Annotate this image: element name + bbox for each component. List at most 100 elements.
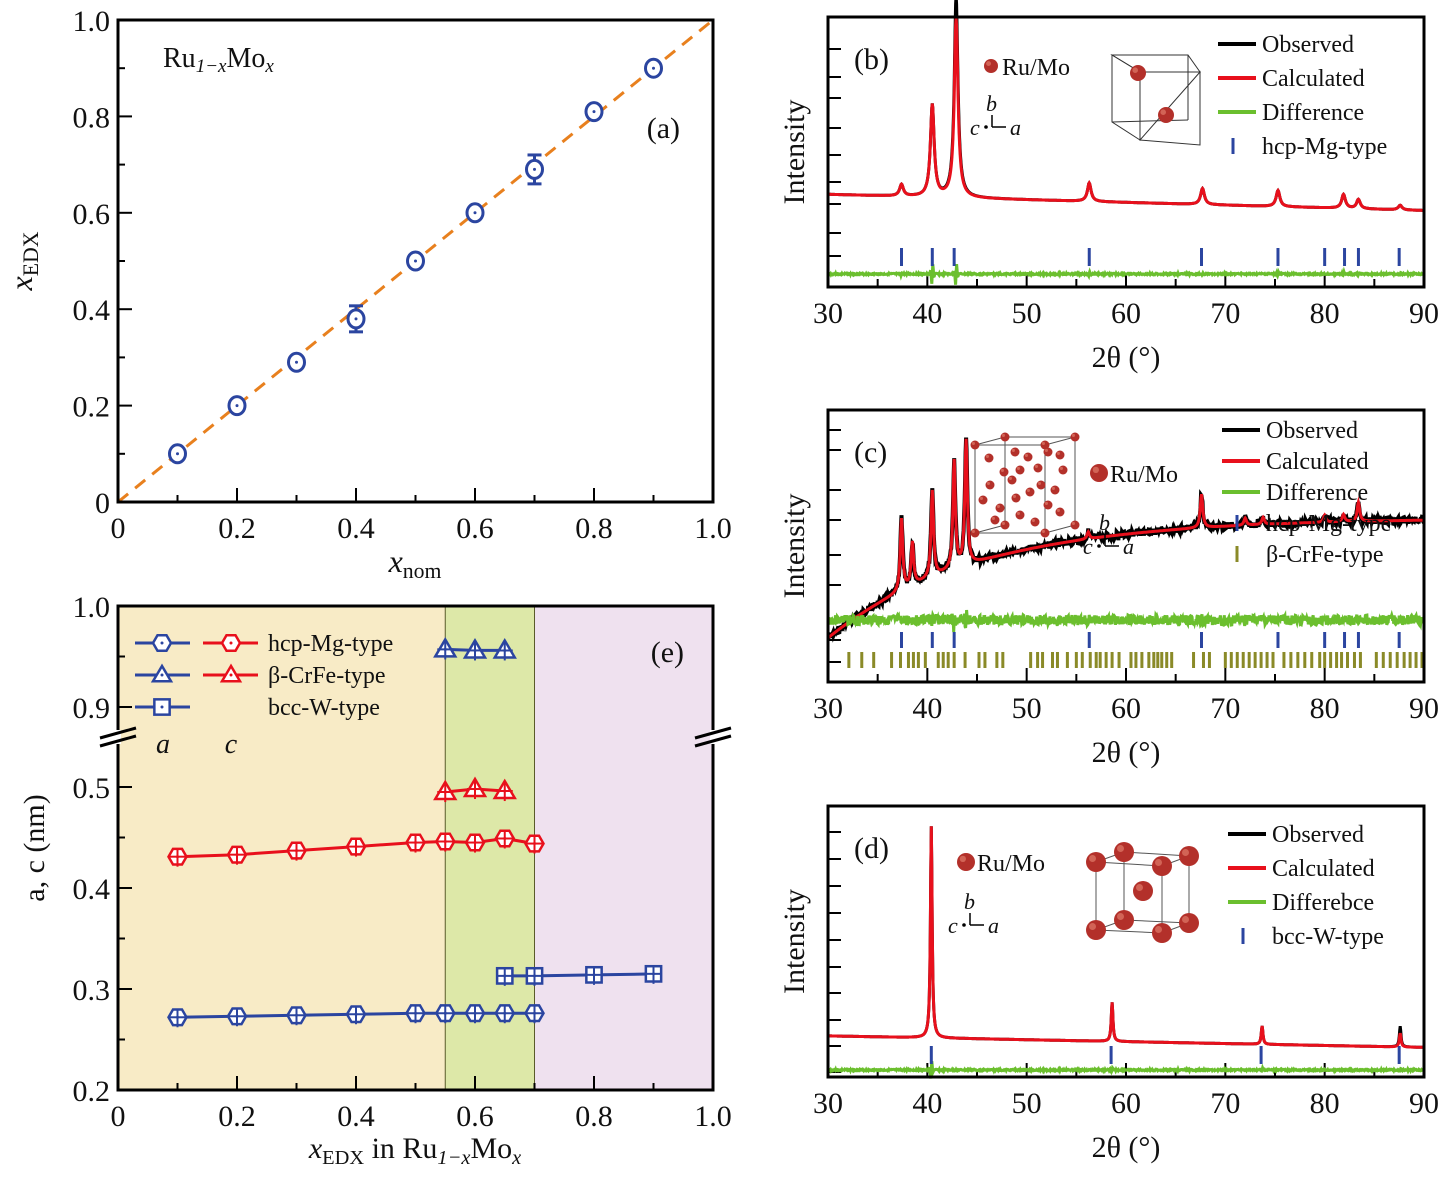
atom-icon bbox=[1023, 452, 1033, 462]
x-axis-label-part: Mo bbox=[470, 1132, 512, 1165]
x-tick-label: 90 bbox=[1409, 692, 1439, 725]
x-tick-label: 70 bbox=[1210, 297, 1240, 330]
atom-icon bbox=[1015, 510, 1025, 520]
x-tick-label: 0 bbox=[111, 1100, 126, 1133]
cell-edge bbox=[1111, 119, 1189, 123]
y-tick-label: 0 bbox=[95, 487, 110, 520]
data-point bbox=[286, 841, 307, 861]
data-point bbox=[405, 1004, 426, 1024]
atom-highlight bbox=[1089, 923, 1096, 930]
plot-frame bbox=[826, 408, 1426, 684]
x-tick-label: 80 bbox=[1310, 297, 1340, 330]
marker-center bbox=[160, 641, 164, 645]
data-point bbox=[434, 1004, 456, 1024]
atom-highlight bbox=[1056, 451, 1061, 455]
panel-label: (d) bbox=[854, 832, 889, 865]
atom-icon bbox=[1000, 432, 1010, 442]
atom-icon bbox=[1025, 487, 1035, 497]
atom-icon bbox=[957, 853, 975, 871]
atom-icon bbox=[1010, 447, 1020, 457]
y-axis-label: Intensity bbox=[778, 494, 811, 599]
axis-glyph-dot bbox=[984, 125, 988, 129]
x-tick-label: 40 bbox=[912, 1087, 942, 1120]
data-point bbox=[462, 637, 488, 661]
x-tick-label: 0.2 bbox=[218, 1100, 256, 1133]
x-tick-label: 80 bbox=[1310, 1087, 1340, 1120]
data-point bbox=[584, 101, 604, 123]
axis-break-mark bbox=[694, 734, 732, 748]
formula-label-part: Mo bbox=[227, 43, 266, 74]
axis-glyph-dot bbox=[1097, 544, 1101, 548]
x-tick-label: 0.8 bbox=[575, 1100, 613, 1133]
atom-highlight bbox=[1001, 433, 1005, 437]
atom-icon bbox=[1070, 520, 1080, 530]
atom-highlight bbox=[1008, 476, 1012, 480]
legend-entry: β-CrFe-type bbox=[135, 663, 386, 689]
y-tick-label: 0.4 bbox=[73, 294, 111, 327]
atom-icon bbox=[1043, 447, 1053, 457]
data-point bbox=[345, 837, 367, 857]
atom-icon bbox=[1036, 480, 1046, 490]
legend-label: Calculated bbox=[1262, 66, 1365, 92]
cell-edge bbox=[1044, 524, 1076, 534]
data-point bbox=[434, 832, 456, 852]
legend-label: β-CrFe-type bbox=[1266, 542, 1384, 568]
legend-label: hcp-Mg-type bbox=[268, 631, 393, 657]
y-tick-label: 0.6 bbox=[73, 198, 111, 231]
data-point bbox=[227, 395, 247, 417]
atom-highlight bbox=[1059, 466, 1064, 470]
plot-frame bbox=[116, 604, 715, 1092]
atom-highlight bbox=[986, 481, 990, 485]
x-tick-label: 40 bbox=[912, 692, 942, 725]
x-tick-label: 1.0 bbox=[694, 512, 732, 545]
atom-icon bbox=[1058, 465, 1068, 475]
atom-highlight bbox=[1117, 845, 1124, 852]
plot-frame bbox=[116, 18, 715, 504]
y-tick-label: 0.8 bbox=[73, 101, 111, 134]
plot-frame bbox=[826, 804, 1426, 1079]
phase-region bbox=[534, 606, 713, 1090]
x-axis-label: xEDX in Ru1−xMox bbox=[308, 1132, 521, 1169]
atom-highlight bbox=[1016, 511, 1020, 515]
legend-label: Observed bbox=[1262, 32, 1354, 58]
x-axis-label-part: x bbox=[511, 1147, 521, 1169]
legend-label: β-CrFe-type bbox=[268, 663, 386, 689]
series-hcp-mg-type-c bbox=[167, 829, 545, 867]
atom-highlight bbox=[971, 529, 975, 533]
data-point bbox=[167, 847, 188, 867]
point-center bbox=[473, 211, 477, 215]
x-tick-label: 0.6 bbox=[456, 1100, 494, 1133]
legend-label: Calculated bbox=[1266, 449, 1369, 475]
unit-cell-hcp bbox=[1110, 54, 1201, 146]
y-tick-label: 0.2 bbox=[73, 1075, 111, 1108]
x-axis-label: 2θ (°) bbox=[1092, 1131, 1161, 1164]
data-point bbox=[525, 966, 544, 986]
data-point bbox=[524, 834, 545, 854]
x-tick-label: 90 bbox=[1409, 297, 1439, 330]
atom-icon bbox=[970, 440, 980, 450]
x-tick-label: 30 bbox=[813, 1087, 843, 1120]
y-axis-label: xEDX bbox=[3, 231, 43, 291]
legend-entry: hcp-Mg-type bbox=[135, 631, 393, 657]
atom-highlight bbox=[1041, 441, 1046, 445]
axis-glyph-a: a bbox=[1123, 534, 1134, 559]
atom-highlight bbox=[996, 504, 1000, 508]
data-point bbox=[433, 636, 458, 660]
point-center bbox=[235, 404, 239, 408]
legend-label: Difference bbox=[1266, 480, 1368, 506]
x-tick-label: 60 bbox=[1111, 1087, 1141, 1120]
y-axis-label: a, c (nm) bbox=[18, 794, 51, 901]
legend-a-label: a bbox=[156, 729, 170, 760]
data-point bbox=[494, 829, 516, 849]
atom-highlight bbox=[986, 61, 991, 66]
axis-glyph-c: c bbox=[1083, 534, 1093, 559]
atom-icon bbox=[1050, 485, 1060, 495]
marker-center bbox=[160, 673, 164, 677]
x-tick-label: 0.2 bbox=[218, 512, 256, 545]
data-point bbox=[644, 964, 663, 984]
atom-icon bbox=[1070, 432, 1080, 442]
axis-break-gap bbox=[115, 730, 121, 744]
atom-icon bbox=[1130, 65, 1146, 81]
x-tick-label: 30 bbox=[813, 692, 843, 725]
point-center bbox=[414, 259, 417, 263]
